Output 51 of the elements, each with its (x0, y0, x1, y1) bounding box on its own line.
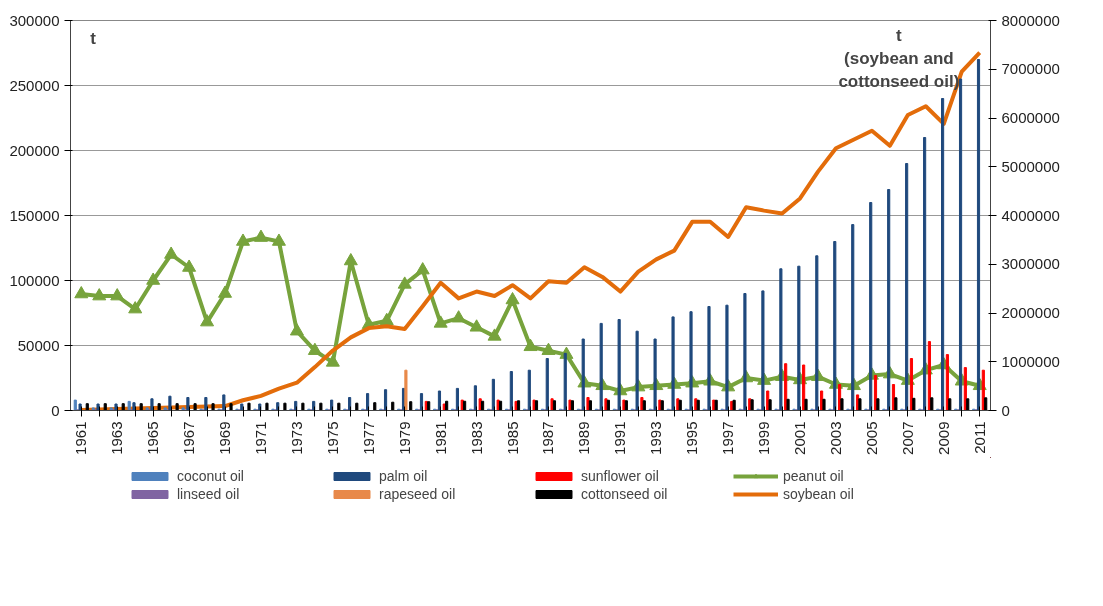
y-tick-label: 200000 (9, 141, 60, 159)
x-tick-label: 1979 (395, 421, 413, 455)
y2-tick-label: 1000000 (1001, 352, 1060, 370)
legend-label: coconut oil (177, 468, 245, 484)
legend-label: peanut oil (783, 468, 845, 484)
legend-label: palm oil (379, 468, 429, 484)
y-tick-label: 0 (51, 401, 60, 419)
x-tick-label: 1961 (72, 421, 90, 455)
x-tick-label: 2005 (862, 421, 880, 455)
x-tick-label: 1993 (647, 421, 665, 455)
y2-tick-label: 3000000 (1001, 255, 1060, 273)
legend-label: cottonseed oil (581, 486, 669, 502)
x-tick-label: 1975 (323, 421, 341, 455)
x-tick-label: 1965 (144, 421, 162, 455)
x-tick-label: 1963 (108, 421, 126, 455)
y2-tick-label: 2000000 (1001, 304, 1060, 321)
x-tick-label: 2001 (791, 421, 809, 455)
y2-tick-label: 7000000 (1001, 60, 1060, 78)
x-tick-label: 1987 (539, 421, 557, 455)
x-tick-label: 2007 (898, 421, 916, 455)
y-tick-label: 300000 (9, 11, 60, 29)
x-tick-label: 1967 (180, 421, 198, 455)
y-tick-label: 250000 (9, 76, 60, 94)
x-tick-label: 1971 (251, 421, 269, 455)
y2-tick-label: 0 (1001, 401, 1010, 419)
x-tick-label: 1989 (575, 421, 593, 455)
x-tick-label: 1985 (503, 421, 521, 455)
y2-tick-label: 8000000 (1001, 11, 1060, 29)
x-tick-label: 1981 (431, 421, 449, 455)
y-tick-label: 150000 (9, 206, 60, 224)
y-tick-label: 100000 (9, 271, 60, 289)
y2-tick-label: 6000000 (1001, 109, 1060, 126)
legend-label: rapeseed oil (379, 486, 457, 502)
y-axis-title: t (90, 28, 97, 48)
x-tick-label: 1977 (359, 421, 377, 455)
x-tick-label: 1991 (611, 421, 629, 455)
legend-label: sunflower oil (581, 468, 660, 484)
x-tick-label: 1969 (216, 421, 234, 455)
legend-label: linseed oil (177, 486, 241, 502)
x-tick-label: 2003 (826, 421, 844, 455)
x-tick-label: 1983 (467, 421, 485, 455)
x-tick-label: 1973 (287, 421, 305, 455)
x-tick-label: 1995 (683, 421, 701, 455)
x-tick-label: 1999 (755, 421, 773, 455)
x-tick-label: 1997 (719, 421, 737, 455)
x-tick-label: 2009 (934, 421, 952, 455)
legend-label: soybean oil (783, 486, 855, 502)
y2-tick-label: 4000000 (1001, 206, 1060, 224)
y-tick-label: 50000 (17, 336, 60, 354)
y2-tick-label: 5000000 (1001, 157, 1060, 175)
x-tick-label: 2011 (970, 421, 988, 454)
